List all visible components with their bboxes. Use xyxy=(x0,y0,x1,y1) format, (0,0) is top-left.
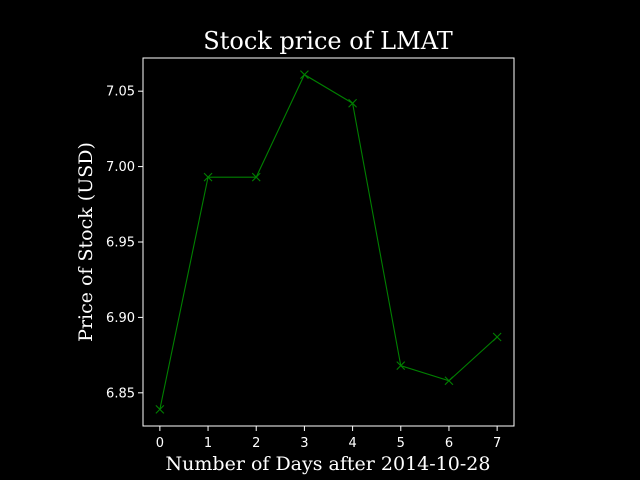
x-tick-label: 0 xyxy=(156,436,164,451)
x-tick-label: 7 xyxy=(493,436,501,451)
chart-title: Stock price of LMAT xyxy=(203,27,452,55)
x-tick-label: 3 xyxy=(300,436,308,451)
y-axis-label: Price of Stock (USD) xyxy=(75,142,97,342)
y-tick-label: 6.90 xyxy=(106,311,135,326)
data-point-marker xyxy=(348,98,357,108)
y-tick-label: 6.85 xyxy=(106,386,135,401)
x-tick-label: 5 xyxy=(397,436,405,451)
x-tick-label: 4 xyxy=(348,436,356,451)
plot-area: 0 1 2 3 4 5 6 7 6.85 6.90 6.95 7.00 7.05 xyxy=(106,57,515,451)
series-line xyxy=(159,73,498,410)
data-point-marker xyxy=(251,172,261,182)
data-point-marker xyxy=(155,405,165,414)
x-tick-label: 6 xyxy=(445,436,453,451)
x-axis: 0 1 2 3 4 5 6 7 xyxy=(156,426,501,451)
data-point-marker xyxy=(444,376,454,386)
x-tick-label: 2 xyxy=(252,436,260,451)
y-tick-label: 7.00 xyxy=(106,160,135,175)
x-tick-label: 1 xyxy=(204,436,212,451)
data-point-marker xyxy=(203,172,213,182)
data-point-marker xyxy=(300,70,309,79)
y-tick-label: 7.05 xyxy=(106,85,135,100)
data-point-marker xyxy=(492,332,502,342)
x-axis-label: Number of Days after 2014-10-28 xyxy=(166,453,491,475)
y-axis: 6.85 6.90 6.95 7.00 7.05 xyxy=(106,85,143,401)
series-layer xyxy=(155,70,502,414)
y-tick-label: 6.95 xyxy=(106,236,135,251)
data-point-marker xyxy=(396,361,406,371)
